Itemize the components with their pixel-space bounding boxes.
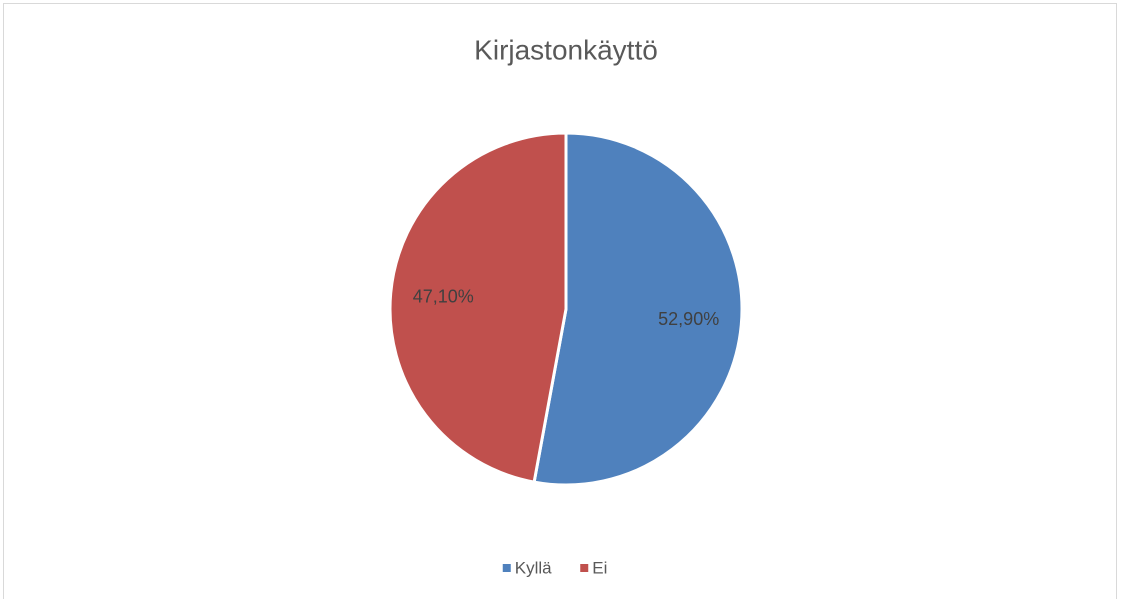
legend-swatch <box>502 564 511 572</box>
legend-label: Kyllä <box>515 558 552 577</box>
data-label: 47,10% <box>413 287 474 307</box>
legend-label: Ei <box>592 558 607 577</box>
legend-swatch <box>580 564 589 572</box>
pie-slice <box>388 131 568 484</box>
chart-title: Kirjastonkäyttö <box>474 34 658 65</box>
data-label: 52,90% <box>658 309 719 329</box>
pie-slice <box>532 131 744 487</box>
